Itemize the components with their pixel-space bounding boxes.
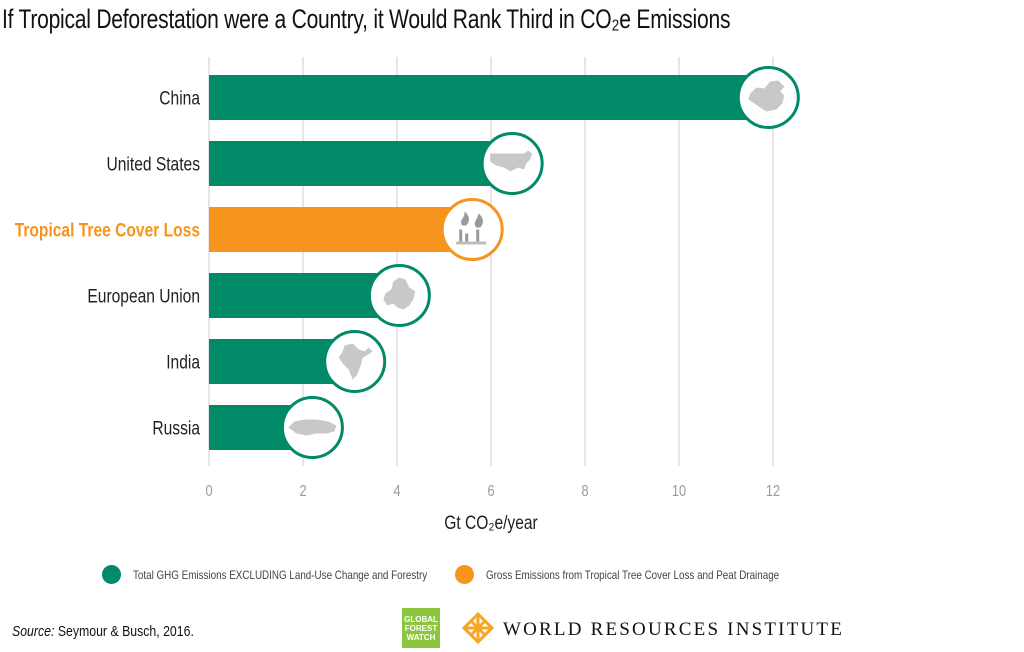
eu-map-icon	[383, 277, 416, 310]
bar	[209, 273, 400, 318]
bars	[209, 66, 800, 459]
x-tick-label: 4	[393, 483, 400, 500]
bar	[209, 75, 769, 120]
legend-swatch-green	[102, 565, 121, 584]
x-axis-ticks: 0 2 4 6 8 10 12	[205, 483, 780, 500]
category-label: India	[166, 353, 200, 374]
legend-item-green: Total GHG Emissions EXCLUDING Land-Use C…	[102, 565, 492, 584]
legend-swatch-orange	[455, 565, 474, 584]
x-tick-label: 10	[672, 483, 686, 500]
gfw-logo-line: WATCH	[406, 632, 436, 642]
x-tick-label: 6	[487, 483, 494, 500]
source-label: Source:	[12, 623, 55, 640]
bar	[209, 207, 473, 252]
x-axis-label: Gt CO₂e/year	[444, 513, 538, 534]
india-map-icon	[338, 343, 373, 380]
global-forest-watch-logo: GLOBAL FOREST WATCH	[402, 608, 440, 648]
deforestation-icon	[456, 211, 487, 245]
x-tick-label: 8	[581, 483, 588, 500]
wri-logo-icon	[462, 612, 494, 644]
china-map-icon	[748, 80, 785, 112]
x-tick-label: 12	[766, 483, 780, 500]
bar-end-circle	[440, 198, 504, 261]
bar-chart: China United States Tropical Tree Cover Lo…	[15, 57, 800, 534]
x-tick-label: 2	[299, 483, 306, 500]
category-label: United States	[107, 155, 201, 176]
legend-item-orange: Gross Emissions from Tropical Tree Cover…	[455, 565, 843, 584]
legend: Total GHG Emissions EXCLUDING Land-Use C…	[0, 565, 1024, 585]
source-text: Seymour & Busch, 2016.	[54, 623, 194, 640]
category-label: European Union	[87, 287, 200, 308]
russia-map-icon	[288, 419, 337, 436]
gridlines	[208, 57, 774, 466]
legend-label: Gross Emissions from Tropical Tree Cover…	[486, 567, 780, 582]
category-label: Russia	[152, 419, 200, 440]
gfw-logo-line: FOREST	[404, 623, 438, 633]
legend-label: Total GHG Emissions EXCLUDING Land-Use C…	[133, 567, 428, 582]
source-note: Source: Seymour & Busch, 2016.	[12, 623, 194, 640]
x-tick-label: 0	[205, 483, 212, 500]
usa-map-icon	[490, 150, 533, 172]
wri-logo-text: WORLD RESOURCES INSTITUTE	[503, 619, 845, 640]
category-labels: China United States Tropical Tree Cover Lo…	[15, 89, 201, 440]
gfw-logo-line: GLOBAL	[404, 614, 438, 624]
category-label: Tropical Tree Cover Loss	[15, 221, 200, 242]
category-label: China	[159, 89, 200, 110]
chart-title: If Tropical Deforestation were a Country…	[2, 4, 731, 34]
bar	[209, 141, 513, 186]
